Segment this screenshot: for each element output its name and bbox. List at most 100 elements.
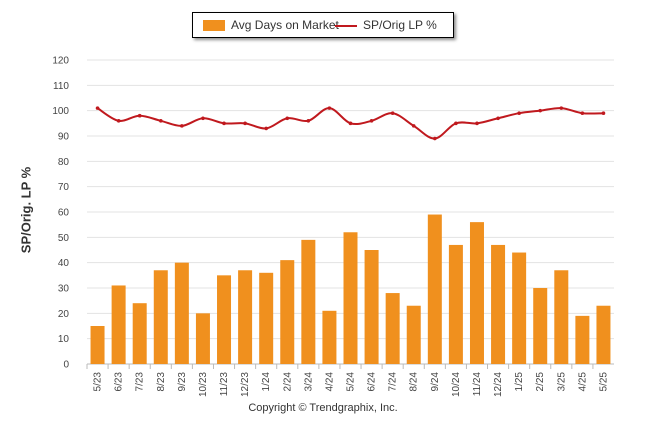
bar-series <box>90 214 611 364</box>
line-point-3/24 <box>306 119 311 123</box>
x-tick-label: 1/24 <box>261 372 272 392</box>
y-tick-label: 10 <box>58 334 70 345</box>
bar-5/25 <box>596 305 611 364</box>
y-tick-label: 50 <box>58 233 70 244</box>
line-point-5/25 <box>601 111 606 115</box>
bar-8/23 <box>153 270 168 364</box>
bar-5/23 <box>90 326 105 364</box>
bar-11/24 <box>469 222 484 364</box>
copyright: Copyright © Trendgraphix, Inc. <box>248 402 398 414</box>
line-point-11/23 <box>222 121 226 126</box>
line-point-4/25 <box>580 111 585 115</box>
x-tick-label: 2/25 <box>535 372 546 392</box>
x-tick-label: 8/24 <box>409 372 420 392</box>
bar-2/24 <box>280 260 295 364</box>
line-point-1/24 <box>264 126 268 131</box>
bar-10/23 <box>195 313 210 364</box>
y-axis-label: SP/Orig. LP % <box>18 166 34 254</box>
line-point-3/25 <box>559 106 564 110</box>
bar-4/25 <box>575 315 590 364</box>
x-tick-label: 3/25 <box>556 372 567 392</box>
bar-11/23 <box>217 275 232 364</box>
bar-6/23 <box>111 285 126 364</box>
bar-1/25 <box>512 252 527 364</box>
line-point-5/23 <box>95 106 100 110</box>
x-tick-label: 9/23 <box>177 372 188 392</box>
y-tick-label: 70 <box>58 182 70 193</box>
bar-12/23 <box>238 270 253 364</box>
x-tick-label: 5/25 <box>598 372 609 392</box>
x-tick-label: 10/24 <box>451 372 462 397</box>
y-tick-label: 120 <box>52 56 69 67</box>
line-point-11/24 <box>475 121 479 126</box>
line-point-10/24 <box>454 121 458 126</box>
line-point-7/23 <box>137 113 142 118</box>
bar-12/24 <box>491 244 506 364</box>
bar-10/24 <box>448 244 463 364</box>
legend-label-days: Avg Days on Market <box>231 18 339 32</box>
legend-swatch-bar <box>203 20 225 31</box>
y-tick-label: 20 <box>58 309 70 320</box>
bar-7/24 <box>385 293 400 364</box>
line-point-12/24 <box>496 116 500 121</box>
bar-2/25 <box>533 288 548 364</box>
x-tick-label: 4/24 <box>324 372 335 392</box>
bar-5/24 <box>343 232 358 364</box>
line-series <box>95 106 606 141</box>
y-tick-label: 60 <box>58 208 70 219</box>
bar-8/24 <box>406 305 421 364</box>
x-tick-label: 4/25 <box>577 372 588 392</box>
line-point-8/24 <box>411 124 416 128</box>
x-tick-label: 11/23 <box>219 372 230 397</box>
x-tick-label: 5/24 <box>346 372 357 392</box>
x-tick-label: 12/24 <box>493 372 504 397</box>
line-point-1/25 <box>517 111 521 115</box>
bar-3/24 <box>301 239 316 364</box>
line-point-5/24 <box>348 121 353 126</box>
x-tick-label: 11/24 <box>472 372 483 397</box>
bar-7/23 <box>132 303 147 364</box>
x-tick-label: 6/23 <box>114 372 125 392</box>
y-tick-label: 110 <box>53 81 69 92</box>
y-tick-label: 40 <box>58 258 70 269</box>
line-point-10/23 <box>201 116 205 121</box>
line-point-2/25 <box>538 108 543 113</box>
bar-4/24 <box>322 310 337 364</box>
y-tick-label: 30 <box>58 284 70 295</box>
x-axis-ticks: 5/23 6/23 7/23 8/23 9/23 10/23 11/23 12/23 1/24 2… <box>86 364 609 397</box>
line-point-8/23 <box>158 119 163 123</box>
line-point-9/24 <box>433 136 437 141</box>
bar-6/24 <box>364 250 379 364</box>
line-point-6/23 <box>116 119 121 123</box>
y-tick-label: 80 <box>58 157 70 168</box>
bar-9/24 <box>427 214 442 364</box>
x-tick-label: 6/24 <box>367 372 378 392</box>
y-axis-ticks: 0 10 20 30 40 50 60 70 80 90 100 110 120 <box>52 56 69 371</box>
line-point-4/24 <box>327 106 332 110</box>
line-point-9/23 <box>180 124 184 128</box>
line-point-2/24 <box>285 116 290 121</box>
legend: Avg Days on Market SP/Orig LP % <box>192 12 454 38</box>
y-tick-label: 100 <box>52 106 69 117</box>
line-point-6/24 <box>369 119 374 123</box>
legend-label-sp: SP/Orig LP % <box>363 18 437 32</box>
x-tick-label: 12/23 <box>240 372 251 397</box>
y-tick-label: 0 <box>63 360 69 371</box>
legend-swatch-line <box>335 25 357 27</box>
x-tick-label: 10/23 <box>198 372 209 397</box>
x-tick-label: 5/23 <box>93 372 104 392</box>
bar-9/23 <box>174 262 189 364</box>
line-point-12/23 <box>243 121 247 126</box>
x-tick-label: 3/24 <box>303 372 314 392</box>
bar-3/25 <box>554 270 569 364</box>
x-tick-label: 9/24 <box>430 372 441 392</box>
x-tick-label: 7/24 <box>388 372 399 392</box>
bar-1/24 <box>259 272 274 364</box>
line-point-7/24 <box>390 111 395 115</box>
x-tick-label: 7/23 <box>135 372 146 392</box>
x-tick-label: 2/24 <box>282 372 293 392</box>
x-tick-label: 1/25 <box>514 372 525 392</box>
y-tick-label: 90 <box>58 132 70 143</box>
x-tick-label: 8/23 <box>156 372 167 392</box>
